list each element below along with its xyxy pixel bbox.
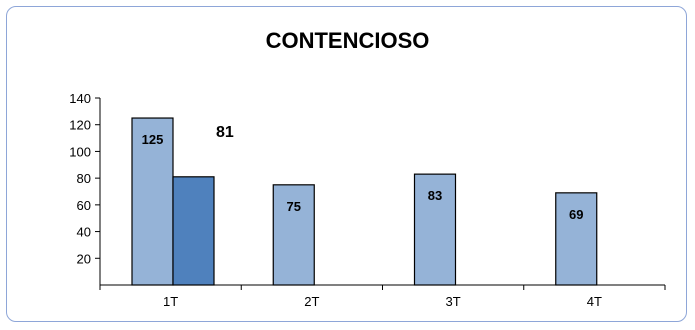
x-tick-label: 2T [304,294,319,309]
bar-1T-series2 [172,176,215,286]
data-label-4T-series1: 69 [569,207,583,222]
x-tick-label: 1T [163,294,178,309]
data-label-1T-series1: 125 [142,132,164,147]
chart-title: CONTENCIOSO [265,28,430,53]
bar-3T-series1 [413,173,457,286]
y-tick-label: 120 [69,118,91,133]
x-tick-label: 4T [587,294,602,309]
bar-1T-series1 [131,117,174,286]
y-tick-label: 80 [77,171,91,186]
y-tick-label: 20 [77,251,91,266]
data-label-1T-series2: 81 [216,124,234,141]
y-tick-label: 40 [77,225,91,240]
x-tick-label: 3T [446,294,461,309]
y-tick-label: 100 [69,144,91,159]
bar-2T-series1 [272,184,315,286]
y-tick-label: 140 [69,91,91,106]
y-tick-label: 60 [77,198,91,213]
bar-4T-series1 [555,192,598,286]
data-label-3T-series1: 83 [428,188,442,203]
data-label-2T-series1: 75 [287,199,301,214]
